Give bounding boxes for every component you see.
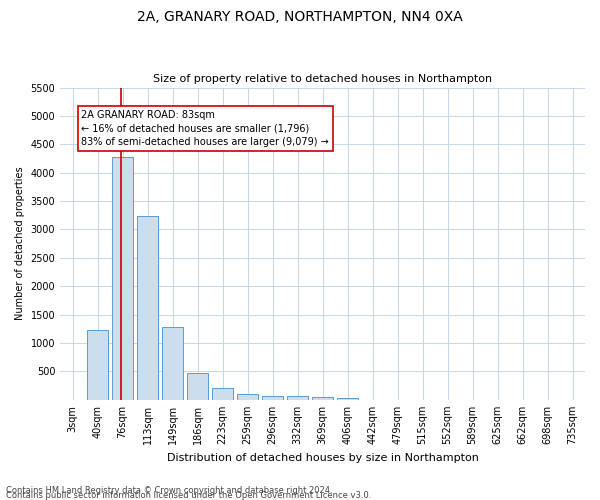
Text: 2A GRANARY ROAD: 83sqm
← 16% of detached houses are smaller (1,796)
83% of semi-: 2A GRANARY ROAD: 83sqm ← 16% of detached… (82, 110, 329, 146)
Bar (87, 330, 108, 400)
Title: Size of property relative to detached houses in Northampton: Size of property relative to detached ho… (153, 74, 492, 84)
Text: Contains HM Land Registry data © Crown copyright and database right 2024.: Contains HM Land Registry data © Crown c… (6, 486, 332, 495)
Bar (112, 157, 133, 400)
Bar (237, 394, 258, 400)
Bar (262, 396, 283, 400)
Bar (162, 326, 183, 400)
Bar (287, 396, 308, 400)
Bar (187, 372, 208, 400)
Bar (337, 398, 358, 400)
X-axis label: Distribution of detached houses by size in Northampton: Distribution of detached houses by size … (167, 452, 479, 462)
Text: 2A, GRANARY ROAD, NORTHAMPTON, NN4 0XA: 2A, GRANARY ROAD, NORTHAMPTON, NN4 0XA (137, 10, 463, 24)
Bar (312, 397, 333, 400)
Bar (212, 388, 233, 400)
Y-axis label: Number of detached properties: Number of detached properties (15, 167, 25, 320)
Bar (137, 216, 158, 400)
Text: Contains public sector information licensed under the Open Government Licence v3: Contains public sector information licen… (6, 490, 371, 500)
